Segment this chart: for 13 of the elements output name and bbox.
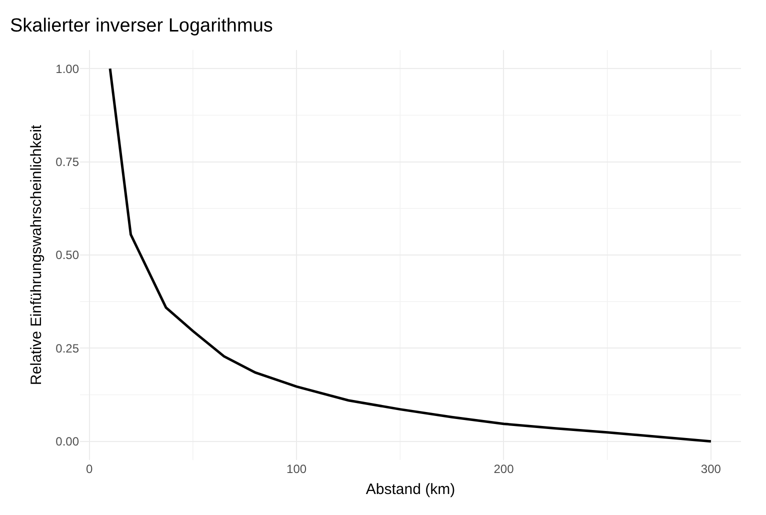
y-tick-label: 1.00 xyxy=(56,62,80,76)
y-tick-label: 0.50 xyxy=(56,248,80,262)
x-axis-title: Abstand (km) xyxy=(366,481,456,498)
y-tick-label: 0.75 xyxy=(56,155,80,170)
y-axis-title: Relative Einführungswahrscheinlichkeit xyxy=(28,124,45,386)
y-tick-label: 0.25 xyxy=(56,341,80,356)
x-tick-label: 100 xyxy=(286,462,307,476)
chart-title: Skalierter inverser Logarithmus xyxy=(10,15,273,36)
x-tick-label: 300 xyxy=(700,462,722,476)
x-tick-label: 200 xyxy=(494,462,514,476)
x-tick-label: 0 xyxy=(86,462,93,476)
line-series xyxy=(108,67,712,443)
y-tick-label: 0.00 xyxy=(56,434,80,449)
